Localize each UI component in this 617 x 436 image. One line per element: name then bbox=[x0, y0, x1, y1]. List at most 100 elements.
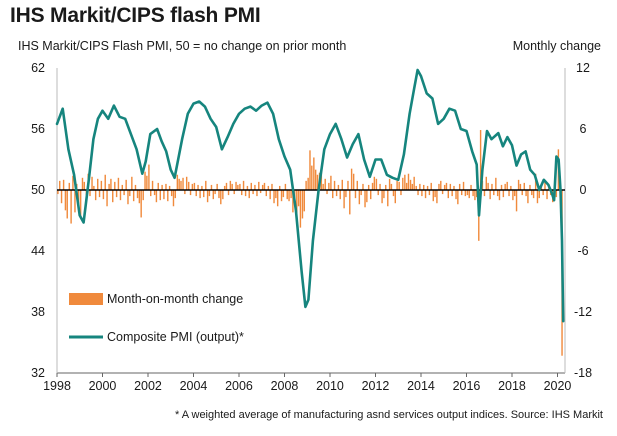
change-bar bbox=[489, 190, 491, 200]
change-bar bbox=[172, 190, 175, 207]
change-bar bbox=[273, 190, 275, 204]
change-bar bbox=[347, 180, 349, 190]
change-bar bbox=[97, 178, 99, 190]
change-bar bbox=[199, 190, 201, 199]
change-bar bbox=[93, 185, 95, 190]
change-bar bbox=[153, 190, 156, 196]
change-bar bbox=[123, 190, 125, 196]
right-axis-caption: Monthly change bbox=[512, 39, 601, 53]
change-bar bbox=[117, 177, 120, 190]
change-bar bbox=[544, 181, 546, 190]
change-bar bbox=[170, 190, 173, 197]
change-bar bbox=[341, 179, 343, 190]
change-bar bbox=[335, 190, 338, 197]
change-bar bbox=[400, 190, 402, 196]
change-bar bbox=[244, 190, 247, 197]
x-tick-label: 2012 bbox=[362, 379, 390, 393]
change-bar bbox=[345, 190, 347, 198]
change-bar bbox=[279, 185, 281, 190]
change-bar bbox=[324, 178, 326, 190]
change-bar bbox=[426, 185, 429, 190]
change-bar bbox=[91, 176, 93, 190]
change-bar bbox=[381, 190, 383, 204]
change-bar bbox=[375, 178, 378, 190]
change-bar bbox=[296, 190, 298, 218]
change-bar bbox=[366, 190, 368, 203]
y-right-tick-label: -18 bbox=[574, 366, 592, 380]
change-bar bbox=[449, 183, 452, 190]
change-bar bbox=[491, 183, 493, 190]
change-bar bbox=[114, 181, 116, 190]
change-bar bbox=[267, 185, 270, 190]
change-bar bbox=[512, 190, 514, 201]
change-bar bbox=[159, 190, 161, 201]
change-bar bbox=[64, 190, 67, 211]
change-bar bbox=[284, 183, 287, 190]
x-tick-label: 2008 bbox=[271, 379, 299, 393]
change-bar bbox=[108, 183, 110, 190]
y-left-tick-label: 38 bbox=[31, 305, 45, 319]
y-right-tick-label: -12 bbox=[574, 305, 592, 319]
change-bar bbox=[455, 190, 457, 200]
change-bar bbox=[322, 183, 324, 190]
change-bar bbox=[373, 176, 376, 190]
change-bar bbox=[94, 190, 97, 201]
change-bar bbox=[142, 190, 144, 201]
change-bar bbox=[263, 182, 266, 190]
change-bar bbox=[432, 190, 434, 202]
change-bar bbox=[396, 180, 398, 190]
change-bar bbox=[415, 185, 417, 190]
change-bar bbox=[250, 182, 252, 190]
change-bar bbox=[337, 184, 340, 190]
change-bar bbox=[309, 150, 311, 190]
change-bar bbox=[301, 190, 304, 219]
change-bar bbox=[333, 180, 336, 190]
chart-title: IHS Markit/CIPS flash PMI bbox=[10, 4, 261, 27]
change-bar bbox=[83, 181, 86, 190]
change-bar bbox=[185, 176, 188, 190]
change-bar bbox=[227, 190, 230, 196]
y-left-tick-label: 44 bbox=[31, 244, 45, 258]
change-bar bbox=[104, 174, 106, 190]
change-bar bbox=[220, 190, 222, 205]
change-bar bbox=[233, 190, 235, 195]
change-bar bbox=[237, 184, 239, 190]
change-bar bbox=[138, 190, 141, 204]
change-bar bbox=[485, 176, 487, 190]
change-bar bbox=[59, 180, 61, 190]
change-bar bbox=[438, 183, 440, 190]
change-bar bbox=[222, 190, 224, 200]
change-bar bbox=[197, 184, 199, 190]
change-bar bbox=[168, 185, 171, 190]
x-tick-label: 2004 bbox=[180, 379, 208, 393]
change-bar bbox=[502, 190, 505, 198]
change-bar bbox=[461, 190, 463, 196]
change-bar bbox=[423, 184, 425, 190]
change-bar bbox=[218, 190, 220, 199]
change-bar bbox=[305, 180, 307, 190]
change-bar bbox=[60, 190, 63, 204]
change-bar bbox=[531, 190, 533, 196]
change-bar bbox=[205, 180, 207, 190]
change-bar bbox=[68, 182, 70, 190]
change-bar bbox=[89, 190, 91, 197]
change-bar bbox=[383, 190, 385, 199]
x-tick-label: 2010 bbox=[316, 379, 344, 393]
change-bar bbox=[407, 173, 410, 190]
change-bar bbox=[542, 190, 544, 196]
change-bar bbox=[248, 190, 250, 199]
change-bar bbox=[354, 190, 357, 199]
change-bar bbox=[256, 190, 258, 197]
change-bar bbox=[350, 168, 353, 190]
x-tick-label: 2000 bbox=[89, 379, 117, 393]
change-bar bbox=[288, 190, 290, 202]
change-bar bbox=[394, 190, 396, 204]
change-bar bbox=[360, 190, 362, 196]
change-bar bbox=[303, 190, 305, 212]
change-bar bbox=[254, 184, 256, 190]
change-bar bbox=[148, 164, 150, 190]
change-bar bbox=[180, 180, 182, 190]
change-bar bbox=[167, 190, 169, 202]
change-bar bbox=[500, 184, 503, 190]
change-bar bbox=[74, 190, 76, 213]
